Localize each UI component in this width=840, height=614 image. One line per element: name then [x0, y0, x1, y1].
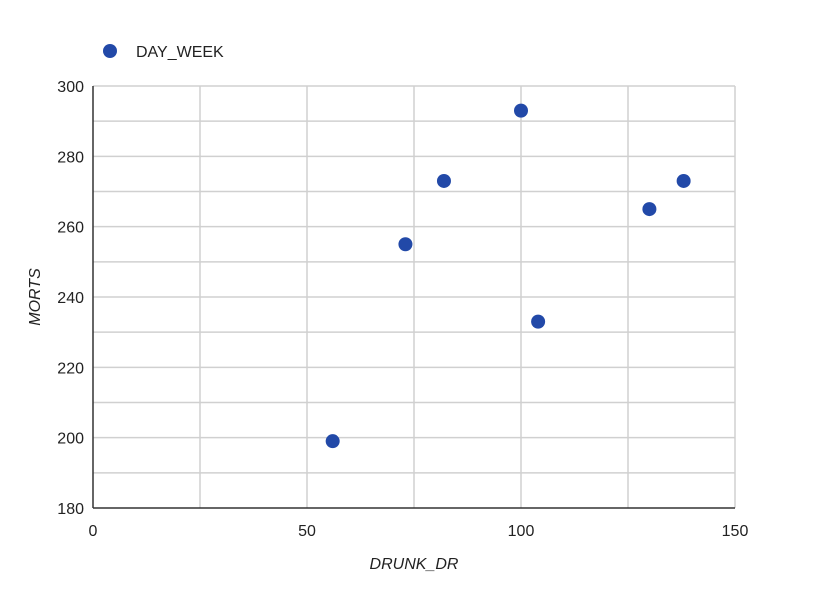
grid	[93, 85, 736, 508]
axes	[92, 86, 735, 509]
y-tick-label: 220	[57, 360, 84, 377]
y-tick-label: 240	[57, 290, 84, 307]
y-tick-label: 180	[57, 501, 84, 518]
data-point	[676, 173, 691, 188]
data-point	[325, 434, 340, 449]
y-tick-label: 260	[57, 220, 84, 237]
data-point	[531, 314, 546, 329]
legend-marker	[103, 44, 117, 58]
data-point	[642, 202, 657, 217]
data-point	[398, 237, 413, 252]
y-axis-title: MORTS	[27, 268, 44, 326]
x-tick-label: 150	[722, 523, 749, 540]
x-tick-label: 100	[508, 523, 535, 540]
legend: DAY_WEEK	[103, 44, 224, 61]
y-tick-label: 200	[57, 431, 84, 448]
x-axis-title: DRUNK_DR	[370, 556, 459, 573]
x-tick-label: 0	[89, 523, 98, 540]
legend-label: DAY_WEEK	[136, 44, 224, 61]
x-tick-label: 50	[298, 523, 316, 540]
y-tick-label: 300	[57, 79, 84, 96]
y-tick-label: 280	[57, 149, 84, 166]
data-points	[325, 103, 691, 449]
data-point	[436, 173, 451, 188]
data-point	[514, 103, 528, 118]
tick-labels: 0 50 100 150 180 200 220 240 260 280 300	[57, 79, 748, 540]
